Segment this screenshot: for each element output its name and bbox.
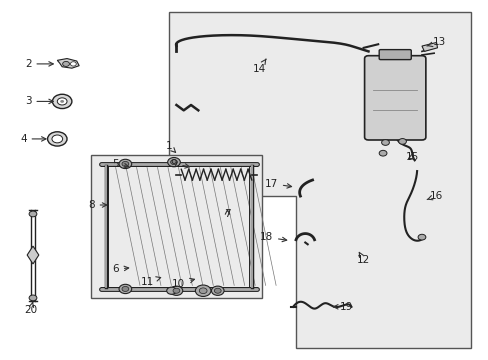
Circle shape — [29, 295, 37, 301]
Text: 1: 1 — [165, 141, 175, 152]
Circle shape — [398, 139, 406, 144]
Circle shape — [167, 157, 180, 167]
Text: 2: 2 — [25, 59, 53, 69]
Circle shape — [60, 100, 64, 103]
Text: 10: 10 — [172, 278, 194, 289]
Text: 7: 7 — [224, 209, 230, 219]
Text: 6: 6 — [112, 264, 128, 274]
Text: 17: 17 — [264, 179, 291, 189]
Text: 4: 4 — [20, 134, 46, 144]
Circle shape — [170, 286, 183, 296]
Text: 14: 14 — [252, 59, 265, 74]
Text: 18: 18 — [259, 232, 286, 242]
Circle shape — [119, 159, 131, 168]
Circle shape — [199, 288, 206, 294]
Circle shape — [70, 62, 76, 66]
Text: 16: 16 — [426, 191, 442, 201]
Circle shape — [378, 150, 386, 156]
Circle shape — [173, 288, 180, 293]
Circle shape — [119, 284, 131, 294]
Circle shape — [195, 285, 210, 296]
Text: 13: 13 — [426, 37, 445, 48]
Text: 19: 19 — [333, 302, 352, 312]
Circle shape — [57, 98, 67, 105]
Text: 11: 11 — [141, 277, 161, 287]
Polygon shape — [169, 12, 469, 348]
Text: 15: 15 — [405, 152, 418, 162]
Text: 5: 5 — [112, 159, 128, 169]
Text: 3: 3 — [25, 96, 53, 107]
Circle shape — [47, 132, 67, 146]
Text: 9: 9 — [170, 159, 189, 169]
FancyBboxPatch shape — [364, 56, 425, 140]
Circle shape — [62, 62, 69, 66]
Circle shape — [122, 287, 128, 292]
Circle shape — [211, 286, 224, 296]
Circle shape — [381, 140, 388, 145]
Circle shape — [417, 234, 425, 240]
Text: 8: 8 — [88, 200, 106, 210]
FancyBboxPatch shape — [378, 50, 410, 60]
Circle shape — [52, 94, 72, 109]
Polygon shape — [57, 59, 79, 68]
Circle shape — [170, 159, 177, 165]
Circle shape — [166, 287, 176, 294]
Polygon shape — [421, 42, 437, 51]
Circle shape — [122, 161, 128, 166]
Circle shape — [214, 288, 221, 293]
Circle shape — [29, 211, 37, 217]
Text: 12: 12 — [356, 252, 369, 265]
Circle shape — [52, 135, 62, 143]
Polygon shape — [27, 246, 39, 264]
Text: 20: 20 — [24, 302, 37, 315]
Polygon shape — [91, 155, 261, 298]
